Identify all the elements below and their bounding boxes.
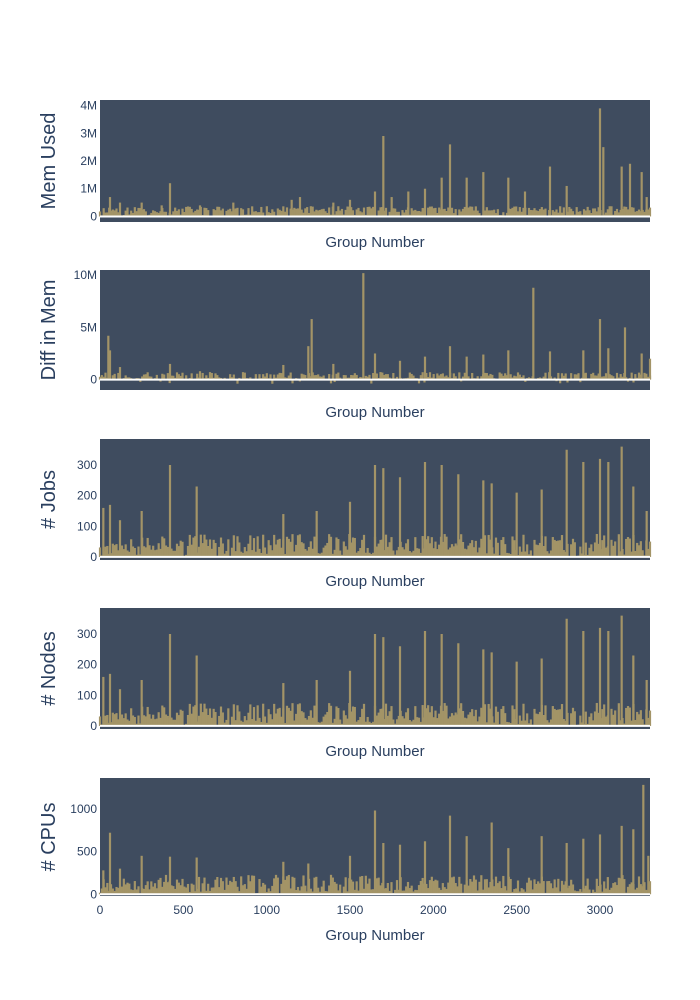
y-tick-label: 100 xyxy=(77,688,97,702)
y-tick-label: 300 xyxy=(77,458,97,472)
y-tick-label: 1M xyxy=(80,182,97,196)
x-axis-title: Group Number xyxy=(325,234,424,251)
y-tick-label: 10M xyxy=(74,268,97,282)
x-tick-label: 500 xyxy=(173,903,193,917)
x-axis-title: Group Number xyxy=(325,573,424,590)
bar-series xyxy=(98,784,652,895)
y-axis-title: # Nodes xyxy=(38,631,60,706)
y-tick-label: 0 xyxy=(90,550,97,564)
bar-series xyxy=(98,108,652,217)
x-tick-label: 1500 xyxy=(337,903,364,917)
y-tick-label: 4M xyxy=(80,99,97,113)
x-tick-label: 1000 xyxy=(253,903,280,917)
chart-panel-2: 0 5M 10M Group Number Diff in Mem xyxy=(38,268,652,421)
y-axis-title: Mem Used xyxy=(38,113,60,210)
y-tick-label: 300 xyxy=(77,627,97,641)
y-tick-label: 200 xyxy=(77,658,97,672)
chart-panel-5: 0 500 1000 0 500 1000 1500 2000 2500 3000 Group Nu… xyxy=(38,778,652,944)
y-axis-title: # Jobs xyxy=(38,470,60,529)
y-tick-label: 5M xyxy=(80,320,97,334)
chart-panel-1: 0 1M 2M 3M 4M Group Number Mem Used xyxy=(38,99,652,251)
x-axis-title: Group Number xyxy=(325,927,424,944)
y-tick-label: 0 xyxy=(90,209,97,223)
x-axis-title: Group Number xyxy=(325,404,424,421)
x-tick-label: 2000 xyxy=(420,903,447,917)
x-axis-title: Group Number xyxy=(325,743,424,760)
y-tick-label: 0 xyxy=(90,719,97,733)
y-tick-label: 100 xyxy=(77,519,97,533)
x-tick-label: 2500 xyxy=(503,903,530,917)
y-tick-label: 0 xyxy=(90,887,97,901)
y-axis-title: Diff in Mem xyxy=(38,280,60,381)
y-tick-label: 1000 xyxy=(70,802,97,816)
y-tick-label: 2M xyxy=(80,154,97,168)
x-tick-label: 0 xyxy=(97,903,104,917)
bar-series xyxy=(98,446,652,557)
y-axis-title: # CPUs xyxy=(38,803,60,872)
y-tick-label: 3M xyxy=(80,126,97,140)
bar-series xyxy=(98,615,652,726)
chart-panel-4: 0 100 200 300 Group Number # Nodes xyxy=(38,608,652,760)
y-tick-label: 0 xyxy=(90,373,97,387)
y-tick-label: 500 xyxy=(77,845,97,859)
y-tick-label: 200 xyxy=(77,489,97,503)
chart-panel-3: 0 100 200 300 Group Number # Jobs xyxy=(38,439,652,590)
x-tick-label: 3000 xyxy=(587,903,614,917)
